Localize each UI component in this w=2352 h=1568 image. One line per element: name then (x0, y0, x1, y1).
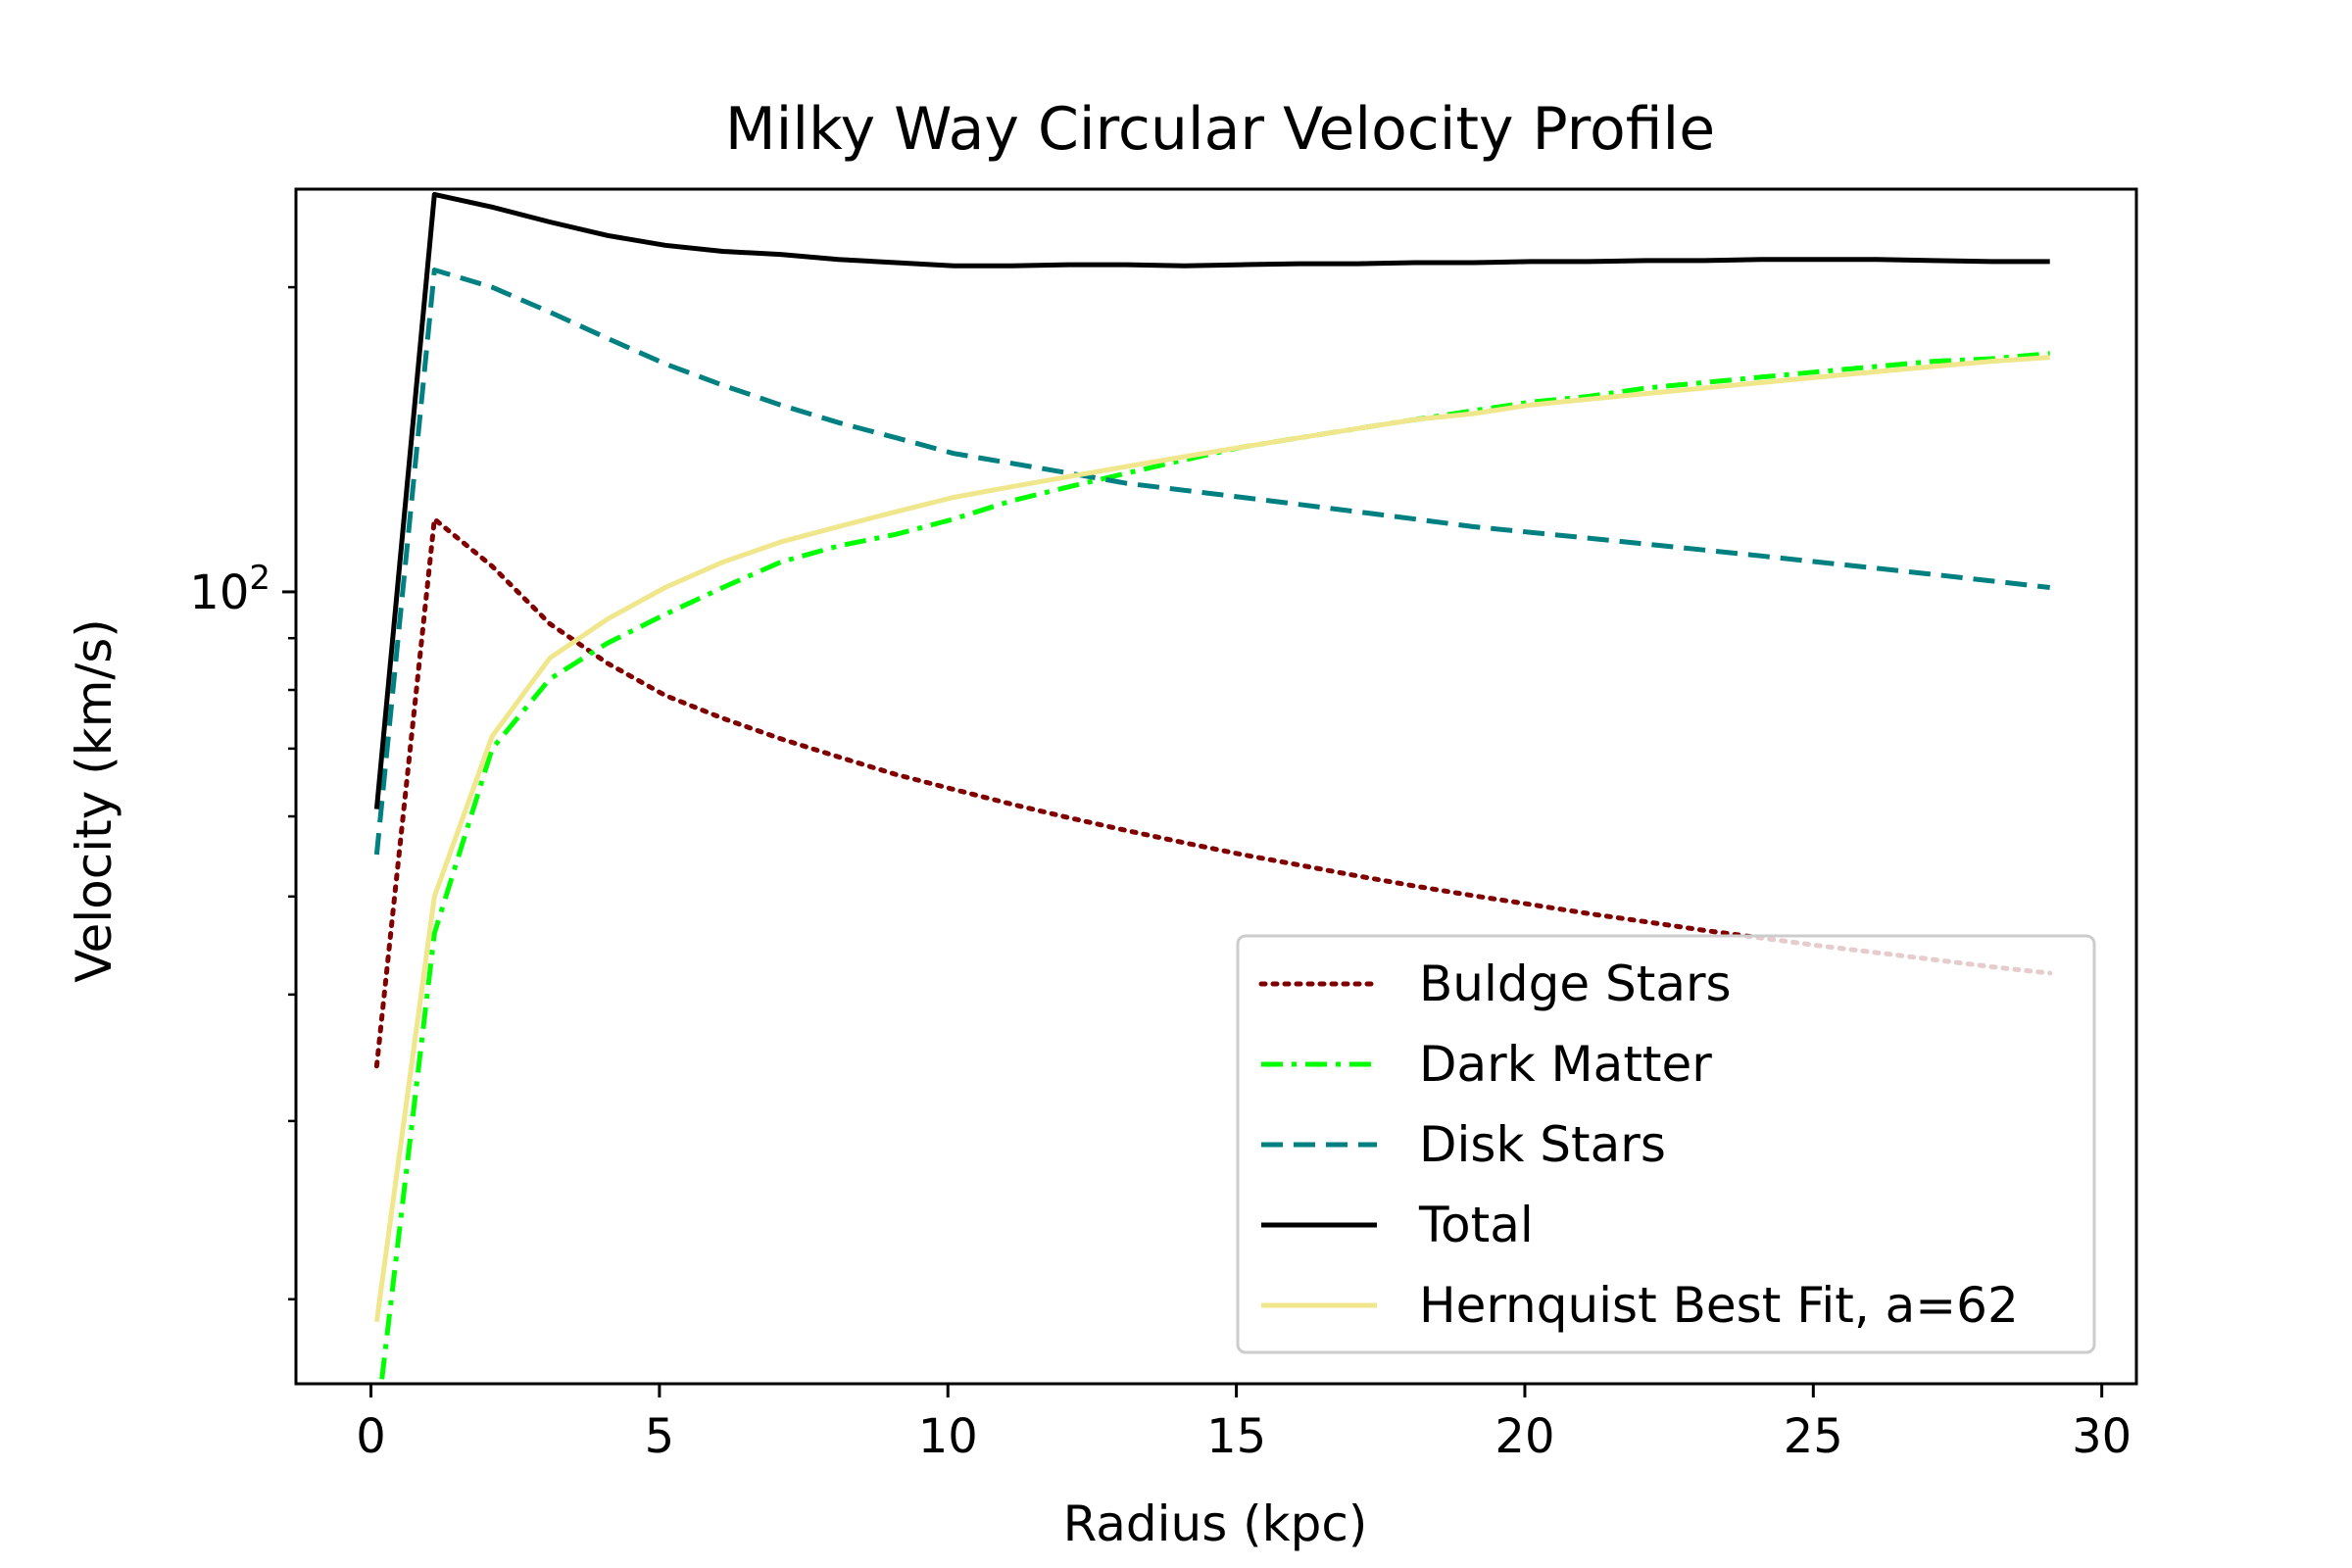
x-tick-label: 10 (918, 1409, 978, 1464)
x-tick-label: 0 (356, 1409, 386, 1464)
legend-entry-dark-matter: Dark Matter (1261, 1036, 1712, 1093)
legend-label: Hernquist Best Fit, a=62 (1419, 1277, 2019, 1334)
x-axis: 0 5 10 15 20 25 30 (356, 1384, 2132, 1464)
legend-label: Dark Matter (1419, 1036, 1712, 1093)
y-tick-label: 102 (189, 559, 270, 620)
series-line-total (373, 191, 2050, 809)
x-axis-label: Radius (kpc) (1063, 1495, 1368, 1552)
legend-entry-hernquist-best-fit-a-62: Hernquist Best Fit, a=62 (1261, 1277, 2019, 1334)
y-axis-label: Velocity (km/s) (66, 618, 122, 983)
x-tick-label: 25 (1784, 1409, 1843, 1464)
axes-frame (294, 187, 2138, 1386)
legend-entry-buldge-stars: Buldge Stars (1258, 956, 1732, 1012)
legend-label: Total (1418, 1197, 1534, 1253)
legend-entry-total: Total (1261, 1197, 1534, 1253)
y-axis: 102 (189, 285, 296, 1300)
series-line-hernquist-best-fit-a-62 (373, 355, 2050, 1323)
legend: Buldge Stars Dark Matter Disk Stars Total He… (1236, 934, 2096, 1354)
chart-title: Milky Way Circular Velocity Profile (725, 95, 1715, 164)
x-tick-label: 5 (645, 1409, 675, 1464)
legend-box (1236, 934, 2096, 1354)
x-tick-label: 30 (2072, 1409, 2132, 1464)
legend-entry-disk-stars: Disk Stars (1261, 1116, 1666, 1173)
series-line-disk-stars (373, 268, 2050, 856)
legend-entries: Buldge Stars Dark Matter Disk Stars Total He… (1258, 956, 2019, 1334)
legend-label: Disk Stars (1419, 1116, 1666, 1173)
legend-label: Buldge Stars (1419, 956, 1732, 1012)
x-tick-label: 15 (1206, 1409, 1266, 1464)
series-line-dark-matter (378, 351, 2050, 1384)
x-tick-label: 20 (1494, 1409, 1554, 1464)
